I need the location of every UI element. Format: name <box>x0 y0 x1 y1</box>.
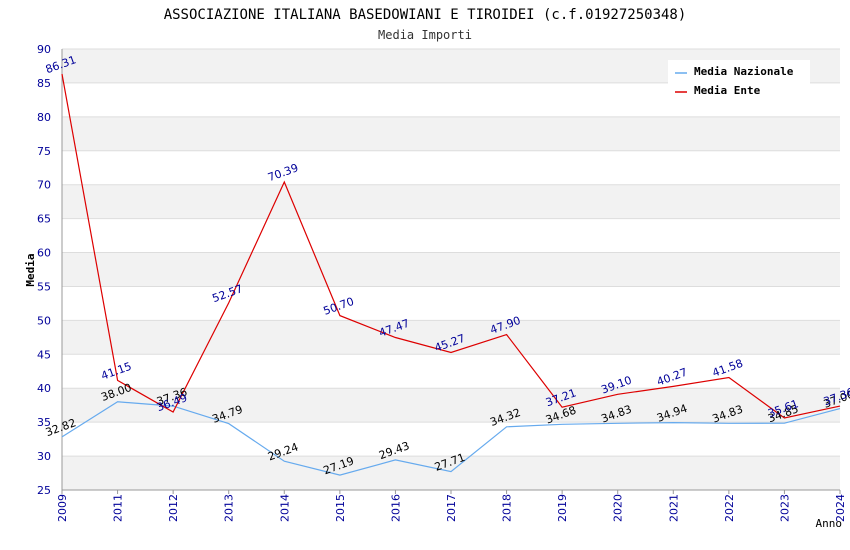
x-tick-label: 2016 <box>389 494 402 522</box>
x-tick-label: 2020 <box>612 494 625 522</box>
legend-box <box>668 60 810 102</box>
y-tick-label: 90 <box>37 43 51 56</box>
y-tick-label: 80 <box>37 111 51 124</box>
plot-band <box>62 150 840 185</box>
plot-band <box>62 116 840 151</box>
y-tick-label: 85 <box>37 77 51 90</box>
x-tick-label: 2013 <box>223 494 236 522</box>
x-tick-label: 2018 <box>501 494 514 522</box>
y-axis-label: Media <box>24 253 37 286</box>
x-axis-label: Anno <box>816 517 843 530</box>
plot-background <box>62 49 840 490</box>
y-tick-label: 35 <box>37 416 51 429</box>
plot-band <box>62 422 840 457</box>
legend-label-media-nazionale: Media Nazionale <box>694 65 794 78</box>
plot-band <box>62 252 840 287</box>
x-tick-label: 2012 <box>167 494 180 522</box>
x-tick-label: 2011 <box>112 494 125 522</box>
plot-band <box>62 320 840 355</box>
legend-label-media-ente: Media Ente <box>694 84 761 97</box>
y-tick-label: 70 <box>37 179 51 192</box>
chart-title: ASSOCIAZIONE ITALIANA BASEDOWIANI E TIRO… <box>164 7 687 23</box>
series-lines <box>61 73 841 476</box>
x-tick-label: 2009 <box>56 494 69 522</box>
y-tick-label: 50 <box>37 314 51 327</box>
y-tick-label: 25 <box>37 484 51 497</box>
y-tick-label: 45 <box>37 348 51 361</box>
x-tick-label: 2022 <box>723 494 736 522</box>
x-tick-label: 2014 <box>278 494 291 522</box>
plot-band <box>62 286 840 321</box>
plot-band <box>62 456 840 490</box>
x-tick-label: 2017 <box>445 494 458 522</box>
x-tick-label: 2023 <box>778 494 791 522</box>
y-tick-labels: 25 30 35 40 45 50 55 60 65 70 75 80 85 90 <box>37 43 51 497</box>
plot-band <box>62 354 840 389</box>
y-tick-label: 75 <box>37 145 51 158</box>
y-tick-label: 40 <box>37 382 51 395</box>
series-line-media-ente <box>61 73 841 419</box>
y-tick-label: 60 <box>37 247 51 260</box>
y-tick-label: 65 <box>37 213 51 226</box>
x-tick-label: 2019 <box>556 494 569 522</box>
plot-band <box>62 184 840 219</box>
x-tick-label: 2015 <box>334 494 347 522</box>
chart-subtitle: Media Importi <box>378 28 472 42</box>
legend: Media Nazionale Media Ente <box>668 60 810 102</box>
x-tick-labels: 2009 2011 2012 2013 2014 2015 2016 2017 2018 2019… <box>56 490 847 522</box>
plot-band <box>62 218 840 253</box>
series-line-media-nazionale <box>61 401 841 476</box>
y-tick-label: 30 <box>37 450 51 463</box>
y-tick-label: 55 <box>37 280 51 293</box>
x-tick-label: 2021 <box>667 494 680 522</box>
plot-band <box>62 388 840 423</box>
x-tick-label: 2024 <box>834 494 847 522</box>
